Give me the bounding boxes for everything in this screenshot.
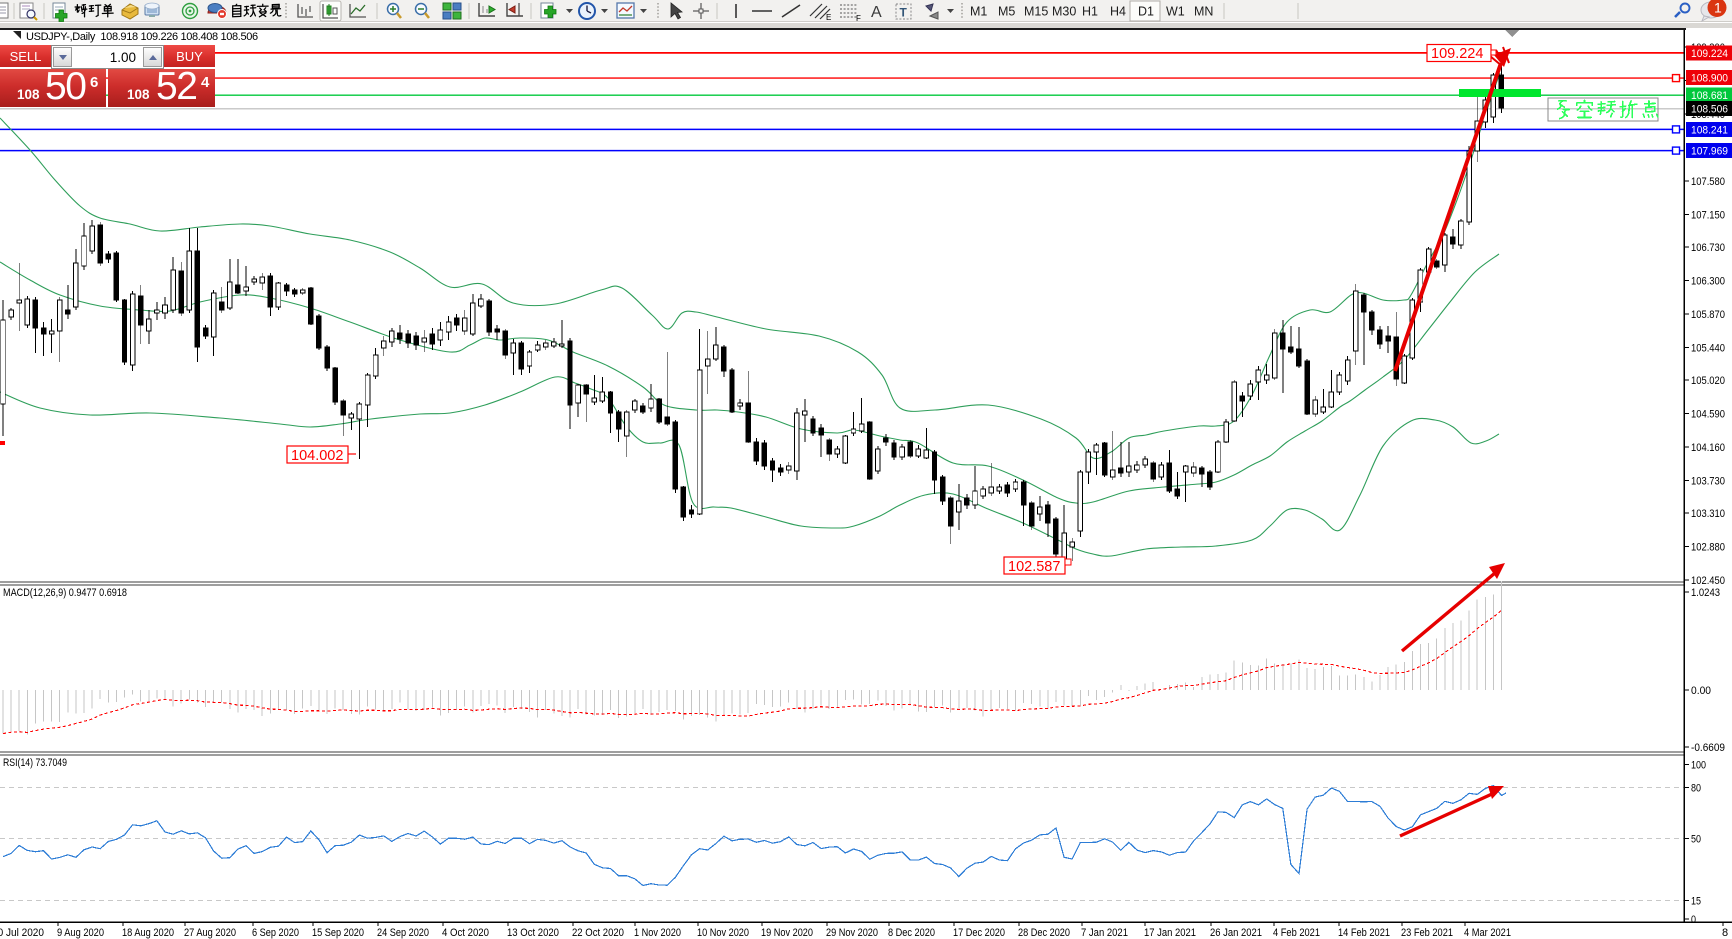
svg-text:15: 15: [1691, 896, 1701, 908]
svg-text:106.730: 106.730: [1691, 242, 1725, 254]
svg-text:0.00: 0.00: [1691, 685, 1711, 697]
svg-text:M5: M5: [998, 5, 1015, 19]
svg-text:106.300: 106.300: [1691, 276, 1725, 288]
svg-text:A: A: [871, 4, 882, 21]
svg-text:108.681: 108.681: [1691, 90, 1728, 102]
svg-text:108.506: 108.506: [1691, 104, 1728, 116]
svg-text:22 Oct 2020: 22 Oct 2020: [572, 927, 624, 939]
svg-text:4 Feb 2021: 4 Feb 2021: [1273, 927, 1320, 939]
svg-text:108.900: 108.900: [1691, 73, 1728, 85]
svg-text:50: 50: [1691, 834, 1701, 846]
svg-text:23 Feb 2021: 23 Feb 2021: [1401, 927, 1453, 939]
svg-text:-0.6609: -0.6609: [1691, 742, 1725, 754]
svg-text:109.224: 109.224: [1431, 46, 1483, 62]
svg-text:6 Sep 2020: 6 Sep 2020: [252, 927, 299, 939]
svg-text:105.020: 105.020: [1691, 375, 1725, 387]
svg-text:W1: W1: [1166, 5, 1185, 19]
svg-text:17 Jan 2021: 17 Jan 2021: [1144, 927, 1196, 939]
svg-text:D1: D1: [1138, 5, 1154, 19]
svg-text:M15: M15: [1024, 5, 1048, 19]
svg-text:102.880: 102.880: [1691, 542, 1725, 554]
svg-text:MACD(12,26,9) 0.9477 0.6918: MACD(12,26,9) 0.9477 0.6918: [3, 587, 127, 599]
svg-text:H4: H4: [1110, 5, 1126, 19]
svg-text:105.440: 105.440: [1691, 343, 1725, 355]
svg-text:107.969: 107.969: [1691, 145, 1728, 157]
svg-text:H1: H1: [1082, 5, 1098, 19]
svg-text:8 M: 8 M: [1722, 927, 1732, 939]
svg-text:19 Nov 2020: 19 Nov 2020: [761, 927, 813, 939]
svg-text:13 Oct 2020: 13 Oct 2020: [507, 927, 559, 939]
svg-text:9 Aug 2020: 9 Aug 2020: [57, 927, 104, 939]
svg-text:7 Jan 2021: 7 Jan 2021: [1081, 927, 1128, 939]
svg-text:E: E: [826, 13, 831, 22]
svg-text:80: 80: [1691, 783, 1701, 795]
svg-text:4 Oct 2020: 4 Oct 2020: [442, 927, 489, 939]
svg-text:10 Nov 2020: 10 Nov 2020: [697, 927, 749, 939]
svg-text:105.870: 105.870: [1691, 309, 1725, 321]
svg-text:30 Jul 2020: 30 Jul 2020: [0, 927, 44, 939]
svg-text:103.730: 103.730: [1691, 476, 1725, 488]
svg-text:104.002: 104.002: [291, 448, 343, 464]
svg-text:103.310: 103.310: [1691, 508, 1725, 520]
svg-text:1: 1: [1714, 0, 1722, 16]
svg-text:T: T: [900, 6, 908, 20]
svg-text:108.241: 108.241: [1691, 124, 1728, 136]
svg-text:15 Sep 2020: 15 Sep 2020: [312, 927, 364, 939]
svg-text:0: 0: [1691, 914, 1696, 926]
svg-text:24 Sep 2020: 24 Sep 2020: [377, 927, 429, 939]
svg-text:27 Aug 2020: 27 Aug 2020: [184, 927, 236, 939]
svg-text:107.580: 107.580: [1691, 176, 1725, 188]
svg-text:14 Feb 2021: 14 Feb 2021: [1338, 927, 1390, 939]
svg-text:F: F: [856, 14, 861, 22]
svg-text:109.224: 109.224: [1691, 48, 1728, 60]
svg-text:RSI(14) 73.7049: RSI(14) 73.7049: [3, 757, 67, 769]
svg-text:100: 100: [1691, 760, 1706, 772]
svg-text:17 Dec 2020: 17 Dec 2020: [953, 927, 1005, 939]
svg-text:107.150: 107.150: [1691, 210, 1725, 222]
svg-text:28 Dec 2020: 28 Dec 2020: [1018, 927, 1070, 939]
svg-text:1.0243: 1.0243: [1691, 587, 1720, 599]
svg-text:M1: M1: [970, 5, 987, 19]
svg-text:104.160: 104.160: [1691, 442, 1725, 454]
svg-text:8 Dec 2020: 8 Dec 2020: [888, 927, 935, 939]
svg-text:29 Nov 2020: 29 Nov 2020: [826, 927, 878, 939]
svg-text:MN: MN: [1194, 5, 1213, 19]
svg-text:102.450: 102.450: [1691, 575, 1725, 587]
svg-text:4 Mar 2021: 4 Mar 2021: [1464, 927, 1511, 939]
svg-text:104.590: 104.590: [1691, 409, 1725, 421]
svg-text:M30: M30: [1052, 5, 1076, 19]
svg-text:1 Nov 2020: 1 Nov 2020: [634, 927, 681, 939]
svg-text:18 Aug 2020: 18 Aug 2020: [122, 927, 174, 939]
svg-text:26 Jan 2021: 26 Jan 2021: [1210, 927, 1262, 939]
svg-text:102.587: 102.587: [1008, 559, 1060, 575]
